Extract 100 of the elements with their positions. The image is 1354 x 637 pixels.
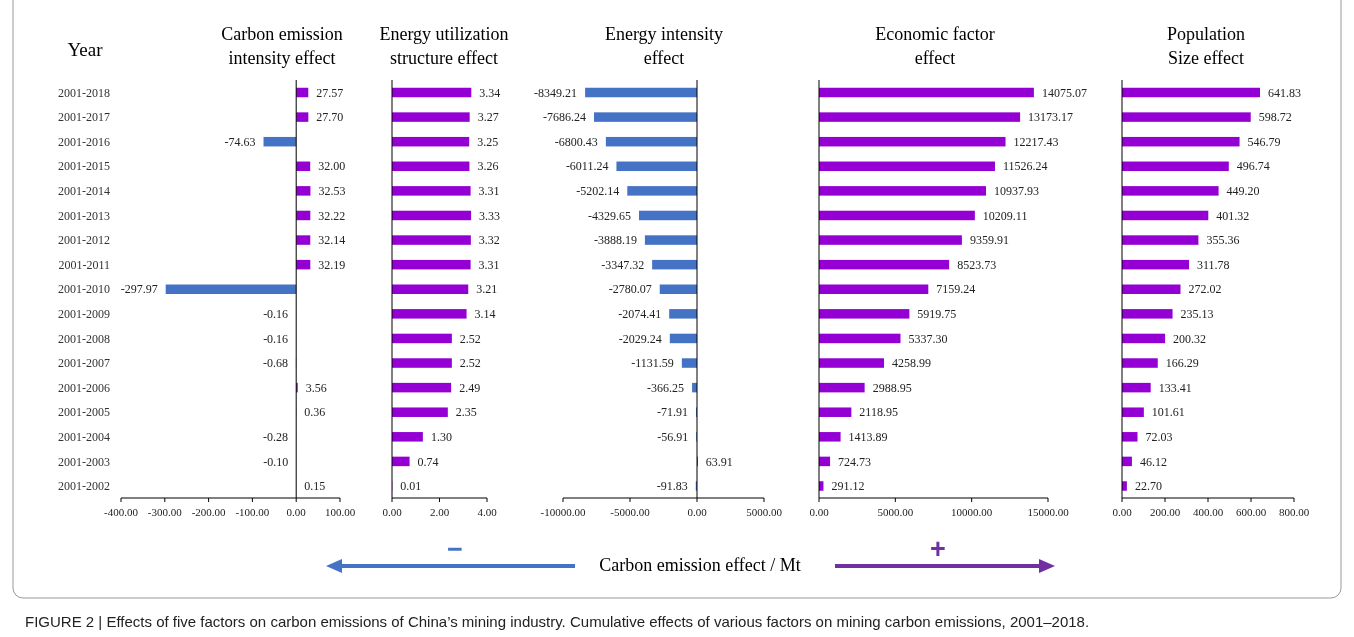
data-label: 0.01	[400, 479, 422, 494]
y-tick-label: 2001-2008	[58, 331, 110, 346]
data-label: -366.25	[647, 380, 685, 395]
data-label: 1.30	[430, 430, 452, 445]
data-label: 11526.24	[1002, 159, 1048, 174]
y-axis-title: Year	[67, 39, 104, 60]
y-tick-label: 2001-2010	[58, 282, 110, 297]
x-tick-label: 4.00	[477, 506, 498, 518]
data-label: 22.70	[1134, 479, 1162, 494]
x-tick-label: 2.00	[429, 506, 450, 518]
data-label: 0.74	[417, 454, 439, 469]
data-label: 449.20	[1226, 184, 1260, 199]
data-label: 3.32	[478, 233, 500, 248]
x-tick-label: 800.00	[1278, 506, 1310, 518]
y-tick-label: 2001-2018	[58, 85, 110, 100]
data-label: -0.68	[262, 356, 288, 371]
x-tick-label: 0.00	[382, 506, 403, 518]
data-label: 2988.95	[872, 380, 912, 395]
data-label: 5337.30	[908, 331, 948, 346]
data-label: 27.57	[316, 85, 344, 100]
data-label: 3.25	[477, 134, 499, 149]
data-label: 291.12	[831, 479, 865, 494]
data-label: -6800.43	[554, 134, 598, 149]
data-label: 3.31	[478, 184, 500, 199]
y-tick-label: 2001-2007	[58, 356, 110, 371]
data-label: -56.91	[657, 430, 689, 445]
data-label: 235.13	[1180, 307, 1214, 322]
data-label: -1131.59	[631, 356, 674, 371]
y-tick-label: 2001-2013	[58, 208, 110, 223]
data-label: 8523.73	[957, 257, 997, 272]
data-label: -0.16	[263, 331, 289, 346]
data-label: -2780.07	[608, 282, 652, 297]
y-tick-label: 2001-2009	[58, 307, 110, 322]
y-tick-label: 2001-2002	[58, 479, 110, 494]
data-label: 72.03	[1145, 430, 1173, 445]
data-label: 355.36	[1206, 233, 1240, 248]
data-label: 14075.07	[1041, 85, 1087, 100]
chart-title: Energy utilization structure effect	[379, 24, 509, 68]
data-label: 2.52	[459, 331, 481, 346]
data-label: 3.34	[479, 85, 501, 100]
data-label: 10937.93	[993, 184, 1039, 199]
y-tick-label: 2001-2003	[58, 454, 110, 469]
data-label: -91.83	[656, 479, 688, 494]
x-tick-label: -5000.00	[610, 506, 651, 518]
x-tick-label: -10000.00	[540, 506, 586, 518]
x-tick-label: 0.00	[286, 506, 307, 518]
data-label: 272.02	[1188, 282, 1222, 297]
data-label: -0.16	[263, 307, 289, 322]
data-label: 598.72	[1258, 110, 1292, 125]
data-label: 32.19	[318, 257, 346, 272]
data-label: 7159.24	[936, 282, 976, 297]
data-label: 200.32	[1173, 331, 1207, 346]
data-label: -8349.21	[534, 85, 578, 100]
y-tick-label: 2001-2004	[58, 430, 110, 445]
x-tick-label: -300.00	[147, 506, 183, 518]
x-tick-label: 100.00	[324, 506, 356, 518]
data-label: -4329.65	[587, 208, 631, 223]
data-label: 3.56	[305, 380, 327, 395]
x-tick-label: 600.00	[1235, 506, 1267, 518]
data-label: 546.79	[1247, 134, 1281, 149]
caption: FIGURE 2 | Effects of five factors on carbon emissions of China’s mining industry. Cumulative effects of various factors on mining carbon emissions, 2001–2018.	[25, 613, 1090, 630]
x-tick-label: 5000.00	[746, 506, 783, 518]
x-tick-label: -100.00	[235, 506, 270, 518]
data-label: -2074.41	[618, 307, 662, 322]
text: −	[447, 534, 463, 564]
data-label: 2118.95	[859, 405, 898, 420]
x-tick-label: 10000.00	[951, 506, 993, 518]
data-label: -2029.24	[618, 331, 662, 346]
chart-title: Economic factor effect	[875, 24, 995, 68]
data-label: -6011.24	[565, 159, 609, 174]
data-label: 3.21	[476, 282, 498, 297]
x-tick-label: 0.00	[687, 506, 708, 518]
data-label: -71.91	[657, 405, 689, 420]
data-label: 27.70	[316, 110, 344, 125]
chart-title: Carbon emission intensity effect	[221, 24, 343, 68]
y-tick-label: 2001-2011	[58, 257, 110, 272]
data-label: 3.31	[478, 257, 500, 272]
x-tick-label: 5000.00	[877, 506, 914, 518]
data-label: 32.00	[318, 159, 346, 174]
data-label: 0.36	[304, 405, 326, 420]
y-tick-label: 2001-2012	[58, 233, 110, 248]
data-label: 12217.43	[1013, 134, 1059, 149]
data-label: 9359.91	[969, 233, 1009, 248]
y-tick-label: 2001-2015	[58, 159, 110, 174]
data-label: 10209.11	[982, 208, 1028, 223]
x-tick-label: 15000.00	[1027, 506, 1070, 518]
x-axis-title: Carbon emission effect / Mt	[599, 555, 801, 575]
data-label: 63.91	[705, 454, 733, 469]
x-tick-label: 0.00	[1112, 506, 1133, 518]
data-label: 3.14	[474, 307, 496, 322]
data-label: -74.63	[224, 134, 256, 149]
data-label: -5202.14	[576, 184, 620, 199]
x-tick-label: -200.00	[191, 506, 227, 518]
data-label: 46.12	[1139, 454, 1167, 469]
data-label: -0.28	[263, 430, 289, 445]
data-label: 133.41	[1158, 380, 1192, 395]
data-label: 4258.99	[892, 356, 932, 371]
data-label: 0.15	[304, 479, 326, 494]
data-label: -0.10	[263, 454, 289, 469]
y-tick-label: 2001-2006	[58, 380, 110, 395]
